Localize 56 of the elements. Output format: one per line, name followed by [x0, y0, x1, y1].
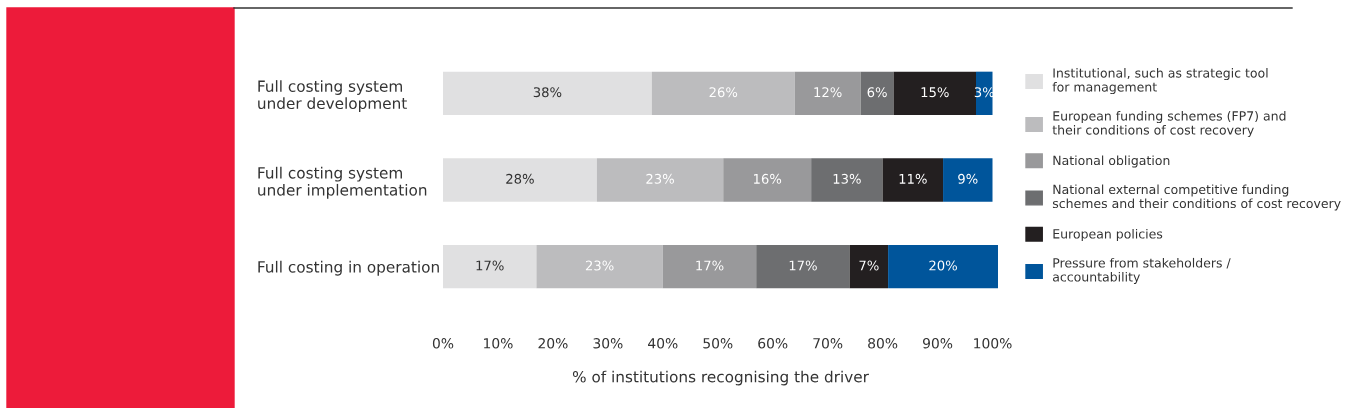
- x-tick-label: 60%: [758, 338, 788, 349]
- data-label: 16%: [753, 173, 782, 184]
- bar: [756, 245, 850, 289]
- x-tick-label: 30%: [593, 338, 623, 349]
- x-tick-label: 90%: [922, 338, 953, 349]
- bar: [811, 158, 883, 202]
- bar: [860, 71, 894, 115]
- data-label: 7%: [859, 260, 879, 271]
- x-tick-label: 0%: [432, 338, 454, 349]
- data-label: 13%: [833, 173, 861, 184]
- legend-label: Pressure from stakeholders / accountability: [1053, 257, 1231, 284]
- x-tick-label: 10%: [484, 338, 513, 349]
- x-axis-title: % of institutions recognising the driver: [572, 370, 869, 386]
- x-tick-label: 20%: [538, 338, 568, 349]
- x-tick-label: 50%: [703, 338, 733, 349]
- bar: [596, 158, 724, 202]
- data-label: 38%: [533, 87, 562, 98]
- bar: [651, 71, 795, 115]
- x-tick-label: 70%: [813, 338, 843, 349]
- y-tick-label: Full costing in operation: [258, 260, 439, 276]
- bar: [893, 71, 977, 115]
- bar: [443, 158, 597, 202]
- y-tick-label: Full costing system under development: [258, 80, 407, 113]
- bar: [888, 245, 998, 289]
- bar: [443, 245, 537, 289]
- bar: [976, 71, 993, 115]
- x-tick-label: 80%: [868, 338, 898, 349]
- x-tick-label: 100%: [974, 338, 1012, 349]
- data-label: 20%: [929, 260, 957, 271]
- data-label: 12%: [814, 87, 842, 98]
- legend-label: Institutional, such as strategic tool for management: [1052, 68, 1268, 95]
- x-tick-label: 40%: [648, 338, 678, 349]
- data-label: 23%: [585, 260, 614, 271]
- bar: [443, 71, 652, 115]
- legend-label: European funding schemes (FP7) and their conditions of cost recovery: [1052, 110, 1286, 138]
- legend-label: European policies: [1053, 228, 1163, 242]
- data-label: 11%: [899, 173, 927, 184]
- data-label: 17%: [696, 260, 724, 271]
- data-label: 15%: [921, 87, 949, 98]
- data-label: 26%: [709, 87, 738, 98]
- bar: [849, 245, 889, 289]
- bar: [723, 158, 812, 202]
- data-label: 9%: [958, 173, 978, 184]
- bar: [794, 71, 861, 115]
- bar: [882, 158, 944, 202]
- y-tick-label: Full costing system under implementation: [258, 166, 427, 199]
- data-label: 23%: [646, 173, 674, 184]
- legend-label: National obligation: [1053, 155, 1170, 168]
- bar: [943, 158, 993, 202]
- legend-label: National external competitive funding schemes and their conditions of cost recovery: [1052, 184, 1341, 211]
- bar: [536, 245, 663, 289]
- data-label: 17%: [789, 260, 817, 271]
- data-label: 6%: [867, 87, 887, 98]
- data-label: 28%: [506, 173, 534, 184]
- bar: [662, 245, 757, 289]
- data-label: 17%: [476, 260, 504, 271]
